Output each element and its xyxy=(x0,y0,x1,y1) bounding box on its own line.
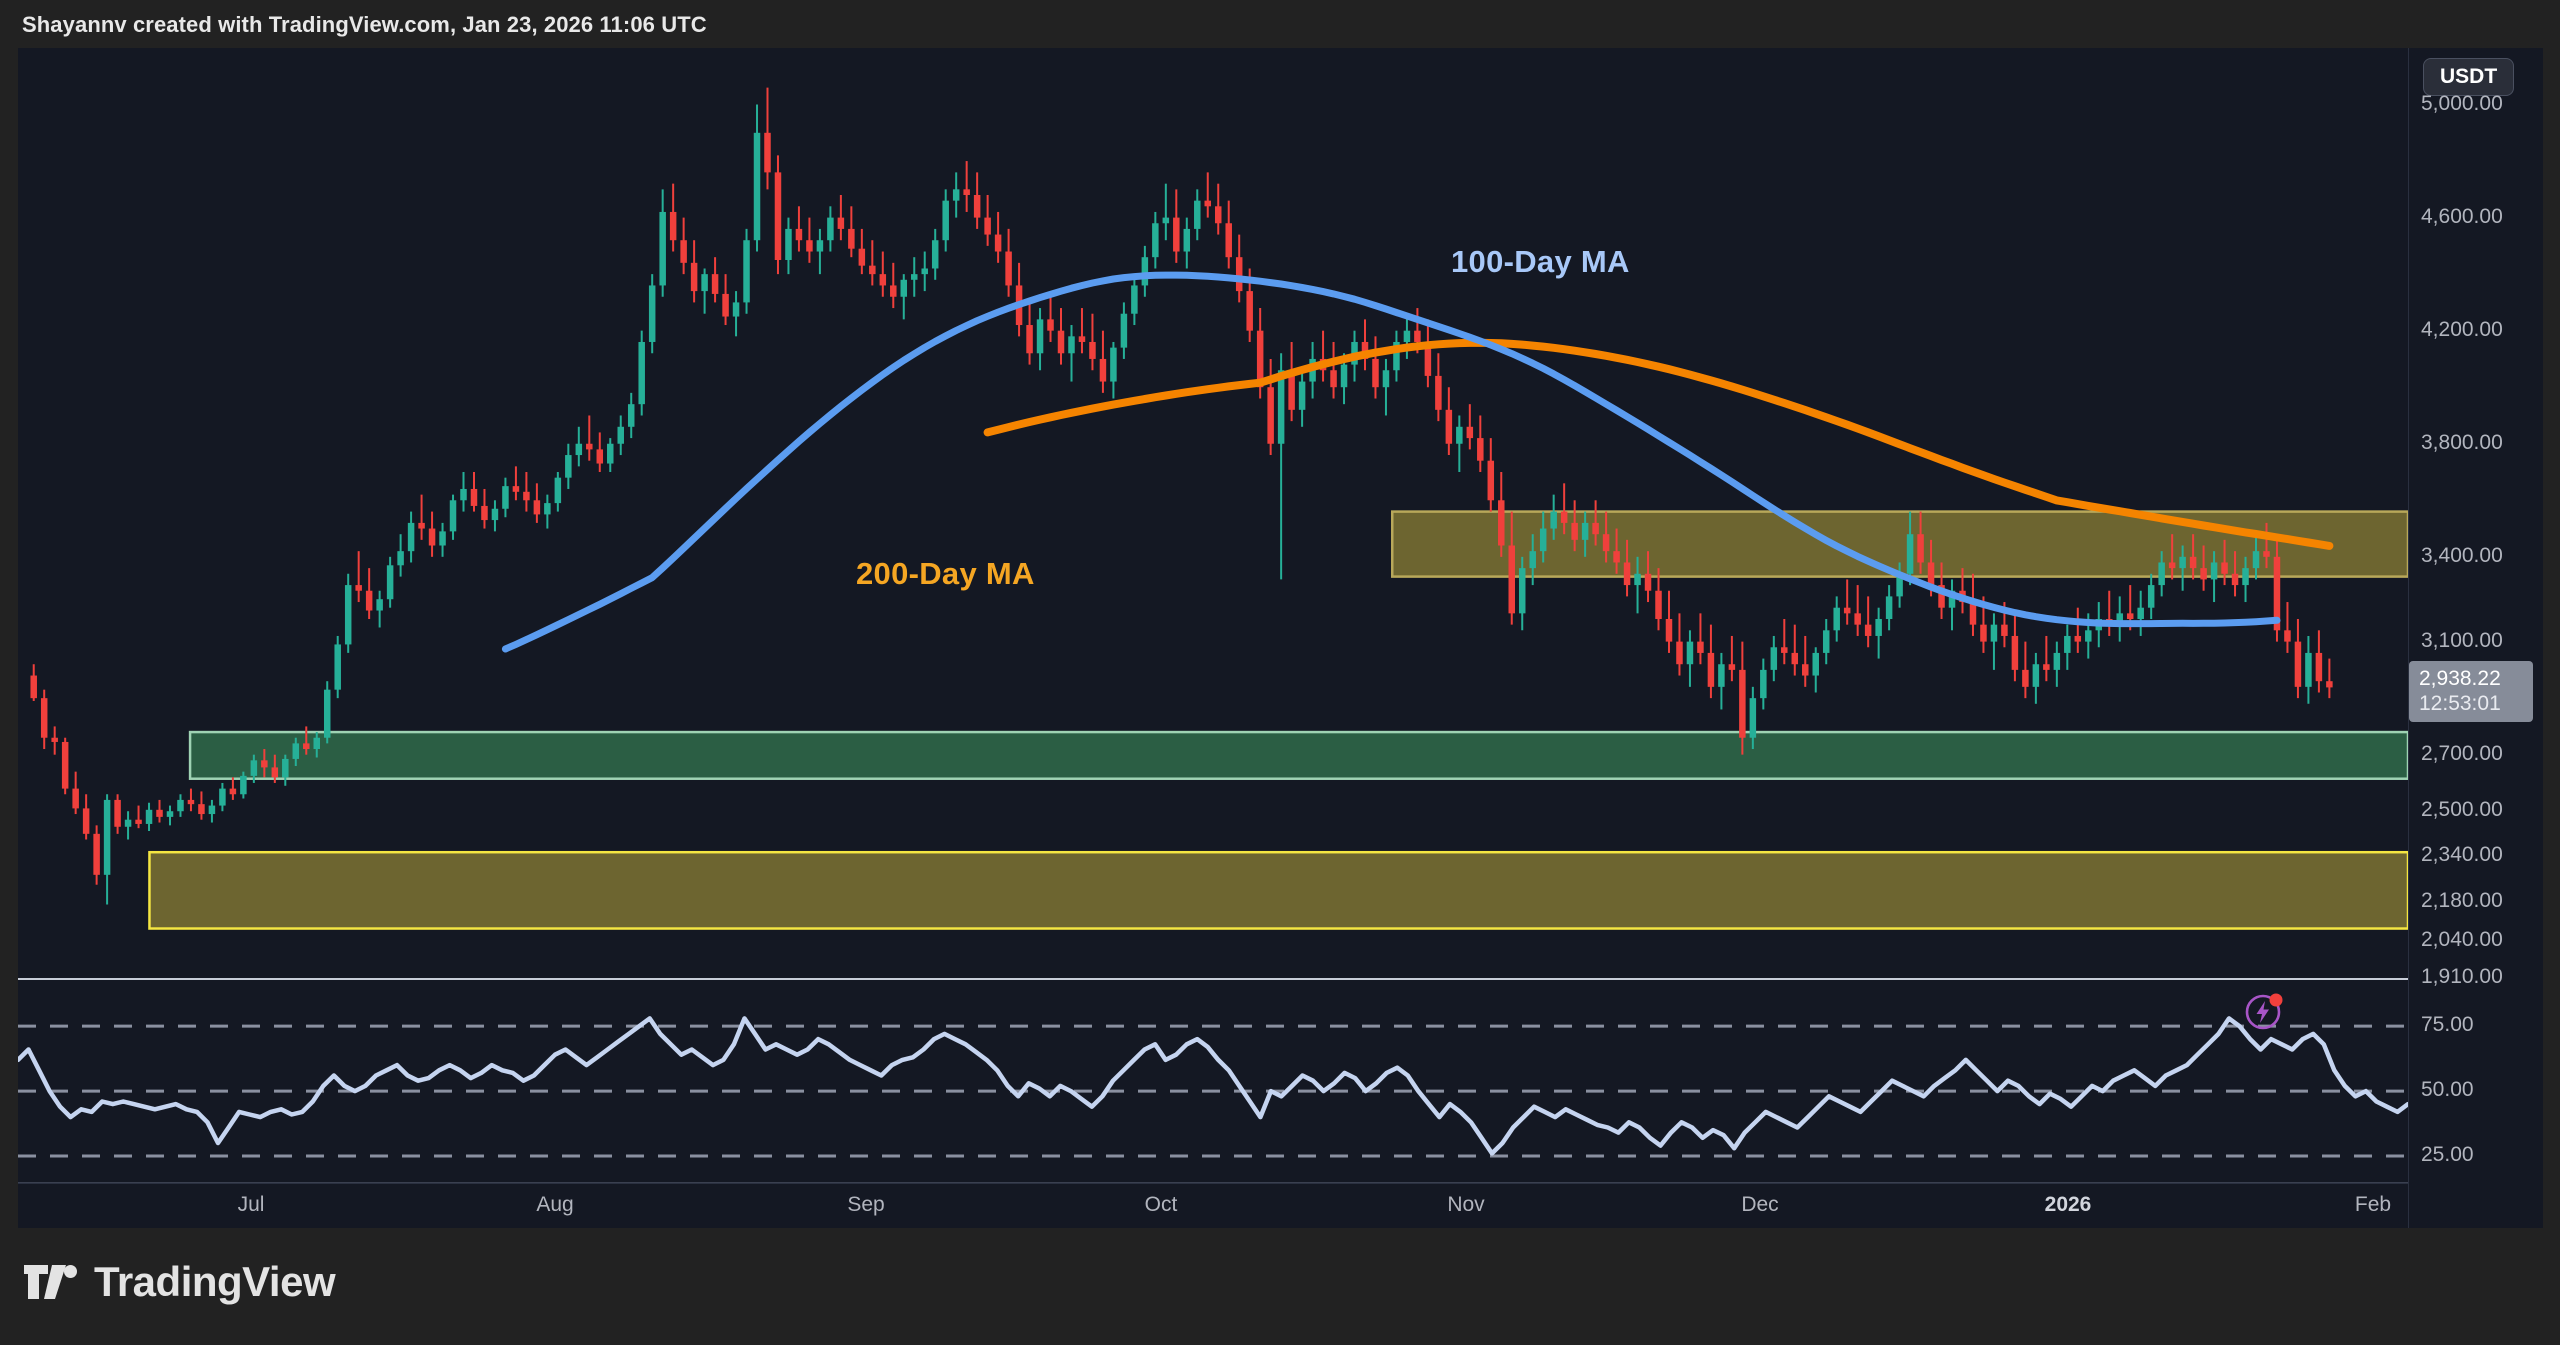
candlestick-plot[interactable] xyxy=(18,48,2408,978)
rsi-plot[interactable] xyxy=(18,982,2408,1182)
time-tick: Oct xyxy=(1144,1193,1178,1216)
annotation-100-day-ma: 100-Day MA xyxy=(1451,244,1630,279)
rsi-bottom-divider xyxy=(18,1182,2408,1183)
price-tick: 3,100.00 xyxy=(2421,628,2503,652)
plot-wrapper: 100-Day MA 200-Day MA Jul Aug Sep Oct Nov Dec… xyxy=(18,48,2542,1228)
currency-badge[interactable]: USDT xyxy=(2423,58,2515,96)
price-tick: 3,800.00 xyxy=(2421,430,2503,454)
time-tick: Dec xyxy=(1741,1193,1779,1216)
price-tick: 1,910.00 xyxy=(2421,965,2503,988)
price-tick: 2,500.00 xyxy=(2421,798,2503,822)
annotation-200-day-ma: 200-Day MA xyxy=(856,556,1035,591)
price-tick: 2,340.00 xyxy=(2421,843,2503,867)
attribution-text: Shayannv created with TradingView.com, J… xyxy=(22,12,707,37)
time-axis-topline xyxy=(18,1183,2408,1184)
tradingview-logo[interactable]: TradingView xyxy=(22,1258,336,1306)
price-scale[interactable]: USDT 5,000.00 4,600.00 4,200.00 3,800.00 3,4… xyxy=(2408,48,2543,1228)
time-tick: 2026 xyxy=(2044,1193,2092,1216)
time-tick: Nov xyxy=(1447,1193,1485,1216)
ma-100-line xyxy=(501,271,2281,653)
time-tick: Feb xyxy=(2354,1193,2392,1216)
price-tick: 2,040.00 xyxy=(2421,928,2503,952)
time-tick: Sep xyxy=(847,1193,885,1216)
rsi-pane xyxy=(18,982,2408,1182)
rsi-line xyxy=(18,1016,2408,1156)
price-tick: 5,000.00 xyxy=(2421,91,2503,115)
price-tick: 4,600.00 xyxy=(2421,204,2503,228)
tradingview-logo-icon xyxy=(22,1261,78,1303)
time-axis[interactable]: Jul Aug Sep Oct Nov Dec 2026 Feb xyxy=(18,1183,2408,1228)
tradingview-logo-text: TradingView xyxy=(94,1258,336,1305)
chart-frame: 100-Day MA 200-Day MA Jul Aug Sep Oct Nov Dec… xyxy=(18,48,2543,1228)
candle-group xyxy=(30,87,2333,905)
footer-bar: TradingView xyxy=(0,1240,2560,1345)
mid-support-zone xyxy=(188,730,2408,780)
price-tick: 4,200.00 xyxy=(2421,317,2503,341)
rsi-tick: 50.00 xyxy=(2421,1078,2474,1102)
time-tick: Aug xyxy=(536,1193,574,1216)
price-tick: 3,400.00 xyxy=(2421,543,2503,567)
time-tick: Jul xyxy=(237,1193,265,1216)
rsi-tick: 75.00 xyxy=(2421,1013,2474,1037)
lightning-alert-icon[interactable] xyxy=(2243,988,2287,1032)
price-tick: 2,180.00 xyxy=(2421,888,2503,912)
lower-support-zone xyxy=(148,850,2408,930)
pane-divider xyxy=(18,978,2408,980)
price-pane xyxy=(18,48,2408,978)
price-tick: 2,700.00 xyxy=(2421,741,2503,765)
current-price-tag: 2,938.22 12:53:01 xyxy=(2409,661,2533,723)
current-price-time: 12:53:01 xyxy=(2419,692,2501,716)
ma-200-line xyxy=(983,338,2334,550)
rsi-tick: 25.00 xyxy=(2421,1143,2474,1167)
current-price-value: 2,938.22 xyxy=(2419,667,2501,691)
